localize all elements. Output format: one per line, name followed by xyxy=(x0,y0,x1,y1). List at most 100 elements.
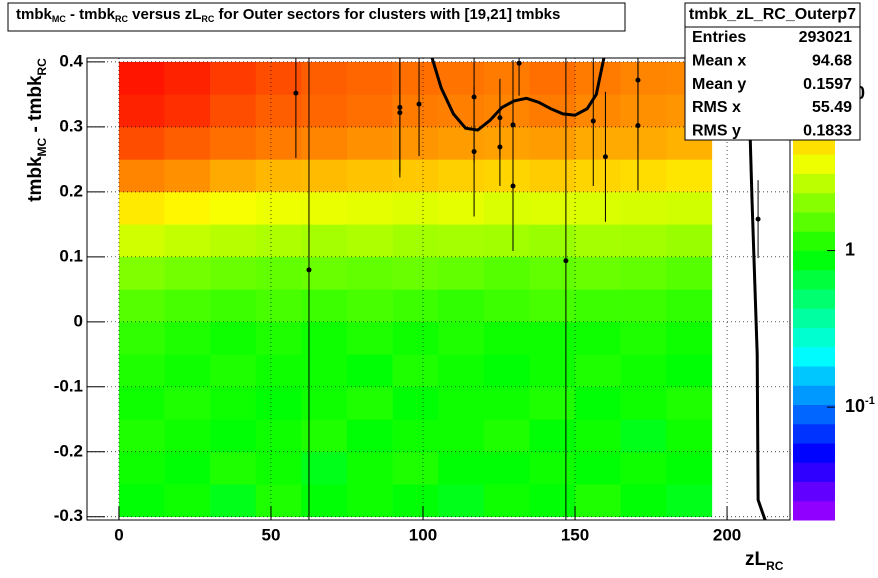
heatmap-cell xyxy=(301,451,348,485)
chart-title-part: for Outer sectors for clusters with [19,… xyxy=(214,6,560,23)
heatmap-cell xyxy=(483,191,530,225)
heatmap-cell xyxy=(620,224,667,258)
heatmap-cell xyxy=(255,451,302,485)
heatmap-cell xyxy=(529,256,576,290)
heatmap-cell xyxy=(210,321,257,355)
heatmap-cell xyxy=(255,126,302,160)
stats-value: 0.1833 xyxy=(803,122,852,139)
stats-box xyxy=(684,2,861,141)
heatmap-cell xyxy=(301,321,348,355)
heatmap-cell xyxy=(118,191,165,225)
heatmap-cell xyxy=(666,159,713,193)
heatmap-cell xyxy=(666,191,713,225)
x-tick-label: 100 xyxy=(409,525,437,544)
heatmap-cell xyxy=(529,354,576,388)
heatmap-cell xyxy=(620,191,667,225)
heatmap-cell xyxy=(164,94,211,128)
plot-area xyxy=(87,58,790,520)
x-tick-label: 200 xyxy=(713,525,741,544)
colorbar-band xyxy=(793,250,835,271)
colorbar-band xyxy=(793,173,835,194)
heatmap-cell xyxy=(164,321,211,355)
heatmap-cell xyxy=(620,94,667,128)
heatmap-cell xyxy=(118,256,165,290)
y-tick-label: 0.3 xyxy=(59,116,83,135)
colorbar-band xyxy=(793,154,835,174)
heatmap-cell xyxy=(164,159,211,193)
heatmap-cell xyxy=(210,386,257,420)
profile-point xyxy=(516,60,522,66)
heatmap-cell xyxy=(346,354,393,388)
profile-point xyxy=(590,118,596,124)
heatmap-cell xyxy=(118,451,165,485)
chart-title-part: versus zL xyxy=(128,6,201,23)
colorbar-band xyxy=(793,212,835,232)
profile-point xyxy=(397,104,403,110)
x-tick-label: 150 xyxy=(561,525,589,544)
y-tick-label: -0.1 xyxy=(54,376,83,395)
heatmap-cell xyxy=(575,224,621,258)
profile-point xyxy=(635,77,641,83)
profile-point xyxy=(306,267,312,273)
heatmap-cell xyxy=(210,159,257,193)
heatmap-cell xyxy=(118,61,165,95)
heatmap-cell xyxy=(620,386,667,420)
stats-value: 0.1597 xyxy=(803,76,852,93)
heatmap-cell xyxy=(529,484,576,518)
heatmap-cell xyxy=(483,159,530,193)
stats-label: RMS x xyxy=(692,99,741,116)
heatmap-cell xyxy=(529,419,576,453)
heatmap-cell xyxy=(164,451,211,485)
x-axis-label-part: RC xyxy=(766,559,784,573)
heatmap-cell xyxy=(210,191,257,225)
heatmap-cell xyxy=(392,224,439,258)
chart-title-part: tmbk xyxy=(16,6,52,23)
heatmap-cell xyxy=(210,61,257,95)
profile-point xyxy=(497,144,503,150)
heatmap-cell xyxy=(666,224,713,258)
heatmap-cell xyxy=(620,61,667,95)
heatmap-cell xyxy=(438,61,485,95)
heatmap-cell xyxy=(301,386,348,420)
heatmap-cell xyxy=(255,321,302,355)
colorbar-band xyxy=(793,481,835,502)
heatmap-cell xyxy=(164,224,211,258)
heatmap-cell xyxy=(346,419,393,453)
heatmap-cell xyxy=(301,484,348,518)
colorbar-band xyxy=(793,366,835,386)
heatmap-cell xyxy=(210,224,257,258)
y-axis-label: tmbkMC - tmbkRC xyxy=(25,58,49,202)
stats-title: tmbk_zL_RC_Outerp7 xyxy=(689,6,856,23)
chart-title-part: MC xyxy=(52,14,66,24)
heatmap-cell xyxy=(164,386,211,420)
heatmap-cell xyxy=(620,419,667,453)
heatmap-cell xyxy=(620,289,667,323)
heatmap-cell xyxy=(529,224,576,258)
heatmap-cell xyxy=(346,224,393,258)
heatmap-cell xyxy=(301,419,348,453)
profile-point xyxy=(416,101,422,107)
heatmap-cell xyxy=(666,289,713,323)
profile-point xyxy=(510,183,516,189)
heatmap-cell xyxy=(483,224,530,258)
heatmap-cell xyxy=(666,419,713,453)
x-tick-label: 0 xyxy=(114,525,123,544)
heatmap-cell xyxy=(620,321,667,355)
heatmap-cell xyxy=(301,126,348,160)
chart-title: tmbkMC - tmbkRC versus zLRC for Outer se… xyxy=(16,6,560,24)
heatmap-cell xyxy=(301,159,348,193)
y-axis-label-part: - tmbk xyxy=(25,75,46,138)
stats-value: 293021 xyxy=(799,29,852,46)
heatmap-cell xyxy=(483,419,530,453)
heatmap-cell xyxy=(392,256,439,290)
heatmap-cell xyxy=(620,484,667,518)
fit-curve xyxy=(430,58,767,520)
heatmap-cell xyxy=(575,451,621,485)
heatmap-cell xyxy=(666,256,713,290)
stats-value: 55.49 xyxy=(812,99,852,116)
colorbar-band xyxy=(793,500,835,521)
heatmap-cell xyxy=(210,94,257,128)
heatmap-cell xyxy=(529,386,576,420)
heatmap-cell xyxy=(438,484,485,518)
